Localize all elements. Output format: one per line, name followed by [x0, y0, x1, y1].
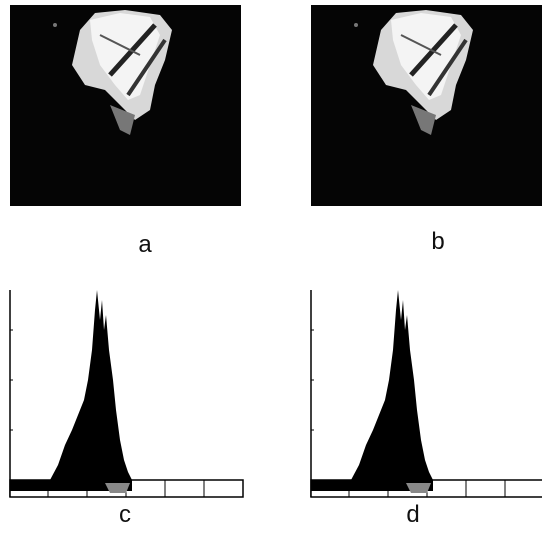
panel-label: c — [119, 501, 131, 528]
panel-label: a — [138, 231, 152, 258]
image-b — [311, 5, 542, 206]
panel-label: d — [406, 501, 419, 528]
histogram-c — [9, 289, 244, 498]
histogram-d — [310, 289, 542, 498]
image-a — [10, 5, 241, 206]
panel-label: b — [431, 228, 444, 255]
